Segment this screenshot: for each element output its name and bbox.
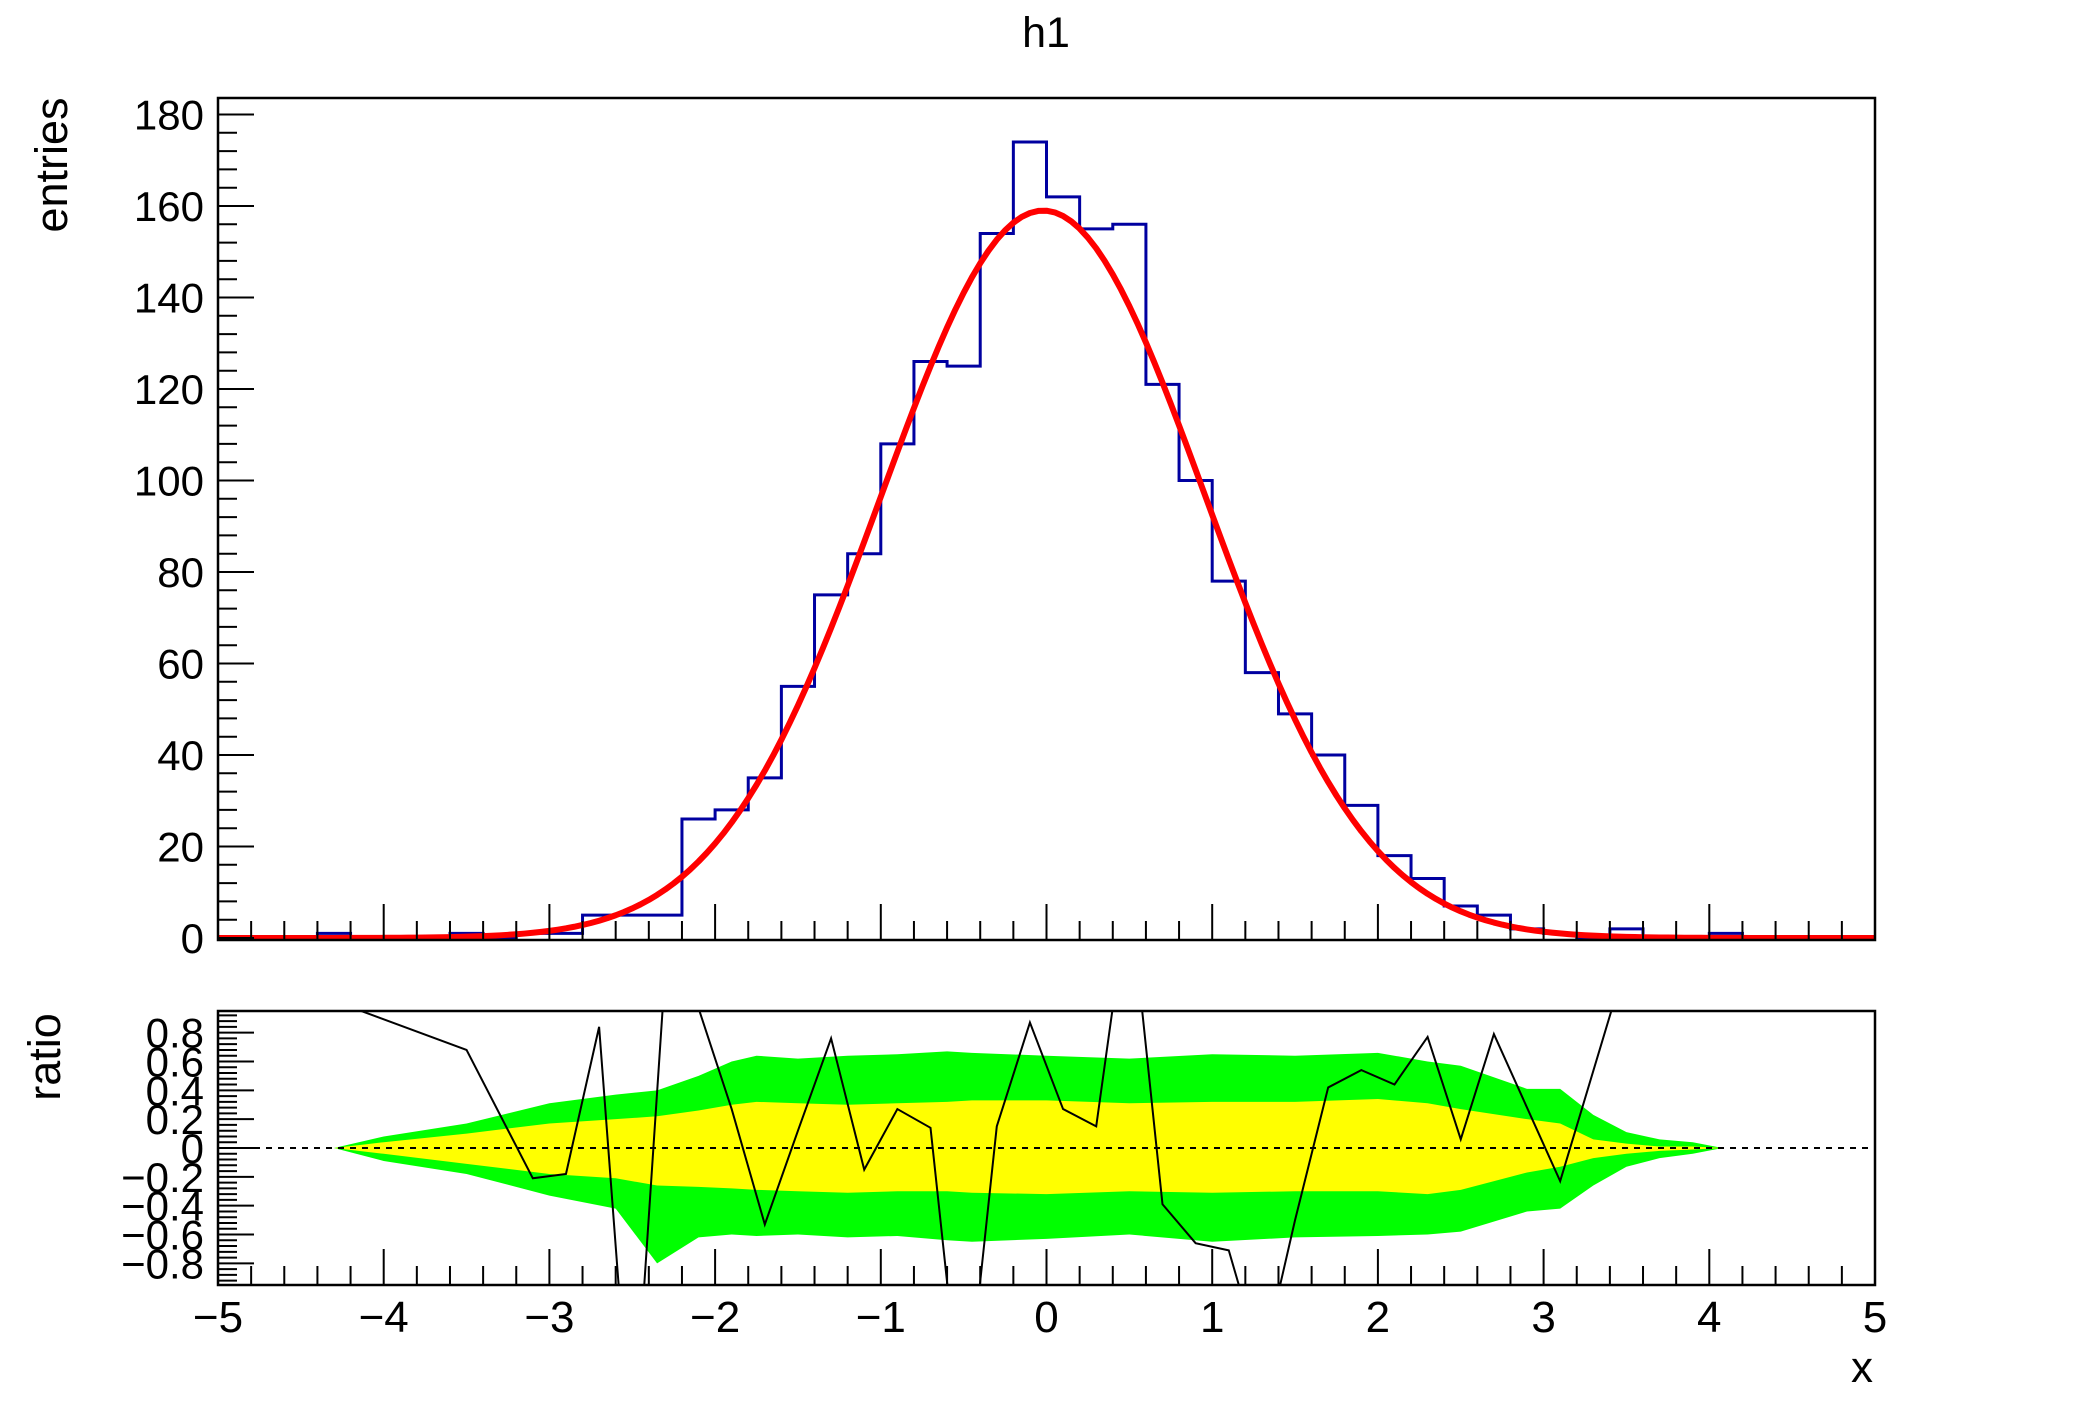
x-tick-label: −1: [856, 1293, 906, 1342]
histogram-content-group: [218, 140, 1875, 941]
plot-title: h1: [1022, 9, 1070, 57]
residual-line: [358, 1011, 1613, 1285]
x-tick-label: 4: [1697, 1293, 1721, 1342]
upper-y-tick-label: 20: [157, 824, 204, 871]
lower-y-tick-label: −0.4: [121, 1183, 204, 1230]
lower-y-tick-label: 0.8: [146, 1010, 204, 1057]
lower-y-tick-label: 0: [181, 1125, 204, 1172]
x-tick-label: −4: [359, 1293, 409, 1342]
upper-frame: [216, 96, 1877, 942]
upper-y-tick-label: 160: [134, 183, 204, 230]
x-tick-label: −5: [193, 1293, 243, 1342]
histogram-step-line: [218, 140, 1875, 940]
upper-y-axis-title: entries: [26, 97, 77, 232]
upper-y-tick-label: 80: [157, 549, 204, 596]
lower-y-tick-label: 0.2: [146, 1096, 204, 1143]
upper-y-tick-label: 140: [134, 275, 204, 322]
x-tick-label: 3: [1531, 1293, 1555, 1342]
upper-y-tick-label: 180: [134, 92, 204, 139]
confidence-band-1sigma: [333, 1098, 1723, 1195]
lower-y-axis-title: ratio: [19, 1013, 70, 1101]
residual-content-group: [218, 1011, 1875, 1285]
lower-y-tick-label: −0.6: [121, 1212, 204, 1259]
x-tick-label: 1: [1200, 1293, 1224, 1342]
lower-y-tick-label: −0.2: [121, 1154, 204, 1201]
x-tick-label: 2: [1366, 1293, 1390, 1342]
x-tick-label: 0: [1034, 1293, 1058, 1342]
upper-y-tick-label: 120: [134, 366, 204, 413]
gaussian-fit-curve: [218, 207, 1875, 941]
x-axis-title: x: [1851, 1343, 1873, 1392]
upper-y-tick-label: 60: [157, 641, 204, 688]
lower-y-tick-label: −0.8: [121, 1240, 204, 1287]
upper-y-tick-label: 100: [134, 458, 204, 505]
upper-y-tick-label: 40: [157, 732, 204, 779]
upper-y-tick-label: 0: [181, 915, 204, 962]
lower-y-tick-label: 0.6: [146, 1038, 204, 1085]
lower-y-tick-label: 0.4: [146, 1067, 204, 1114]
x-tick-label: −2: [690, 1293, 740, 1342]
axis-labels: 0204060801001201401601800.80.60.40.20−0.…: [121, 92, 1887, 1343]
frames-and-ticks: [216, 96, 1877, 1287]
x-tick-label: 5: [1863, 1293, 1887, 1342]
x-tick-label: −3: [524, 1293, 574, 1342]
confidence-bands-group: [333, 1051, 1723, 1264]
